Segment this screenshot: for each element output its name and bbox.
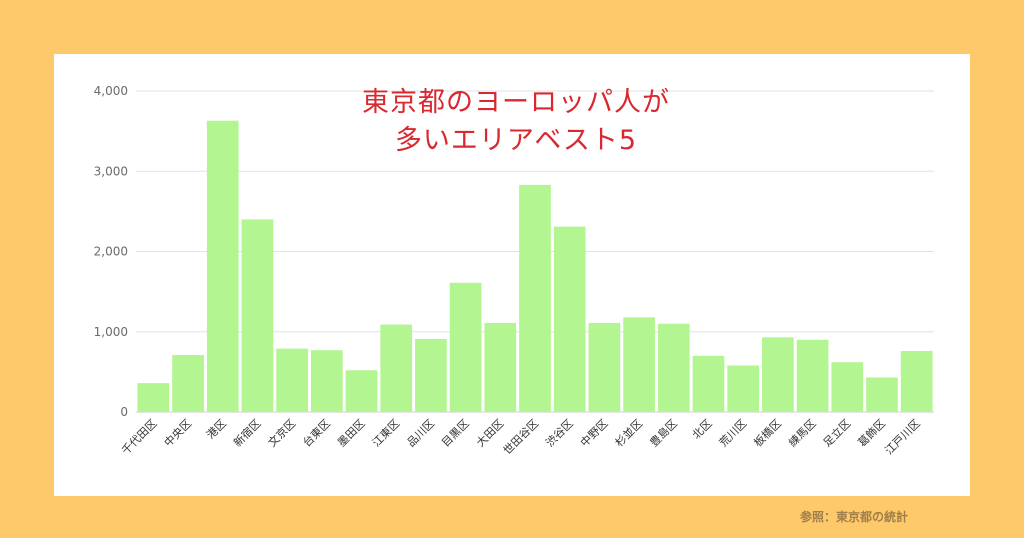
bar: [380, 324, 413, 412]
bar: [519, 184, 551, 412]
bar: [762, 337, 794, 412]
x-tick-label: 文京区: [265, 416, 298, 449]
bar: [796, 339, 829, 412]
bar: [657, 323, 690, 412]
x-tick-label: 大田区: [473, 416, 506, 449]
x-tick-label: 目黒区: [439, 417, 472, 450]
bar: [345, 370, 378, 412]
bar: [831, 362, 864, 412]
bar: [900, 351, 933, 412]
chart-panel: 千代田区 中央区 港区 新宿区 文京区 台東区 墨田区 江東区 品川区 目黒区 大田区 世田谷区 渋谷区…: [54, 54, 970, 496]
x-tick-label: 北区: [690, 417, 715, 442]
chart-title: 東京都のヨーロッパ人が 多いエリアベスト5: [346, 84, 686, 160]
x-tick-label: 港区: [204, 417, 229, 442]
chart-title-line-2: 多いエリアベスト5: [394, 125, 638, 156]
bar: [484, 322, 517, 412]
y-tick-label: 1,000: [94, 325, 128, 339]
x-tick-label: 新宿区: [230, 416, 263, 449]
bar: [866, 377, 898, 412]
y-tick-label: 4,000: [94, 84, 128, 98]
x-tick-label: 豊島区: [647, 416, 680, 449]
bar: [276, 348, 308, 412]
y-tick-label: 3,000: [94, 164, 128, 178]
x-tick-label: 墨田区: [335, 417, 368, 450]
source-note: 参照：東京都の統計: [800, 510, 909, 524]
bar: [449, 282, 482, 412]
bar: [588, 322, 621, 412]
x-tick-label: 千代田区: [119, 417, 159, 457]
bar: [692, 355, 725, 412]
x-tick-label: 中野区: [578, 417, 611, 450]
bar: [310, 350, 343, 412]
bar: [241, 219, 274, 412]
x-tick-label: 荒川区: [717, 417, 750, 450]
bar: [172, 355, 204, 412]
x-tick-label: 渋谷区: [543, 417, 576, 450]
x-tick-label: 杉並区: [612, 416, 645, 449]
bar: [137, 383, 170, 412]
y-tick-labels: 0 1,000 2,000 3,000 4,000: [94, 84, 128, 419]
x-tick-label: 練馬区: [785, 416, 818, 449]
y-tick-label: 2,000: [94, 245, 128, 259]
x-tick-label: 江戸川区: [882, 417, 922, 457]
bar: [623, 317, 655, 412]
x-tick-label: 品川区: [405, 417, 438, 450]
bar: [415, 338, 447, 412]
x-tick-label: 中央区: [162, 417, 195, 450]
x-tick-label: 台東区: [300, 416, 333, 449]
x-tick-label: 足立区: [820, 416, 853, 449]
x-tick-label: 葛飾区: [856, 417, 889, 450]
y-tick-label: 0: [120, 405, 128, 419]
x-tick-label: 世田谷区: [501, 417, 541, 457]
bar: [206, 120, 239, 412]
bars: [137, 120, 933, 412]
bar: [553, 226, 586, 412]
x-tick-label: 板橋区: [751, 416, 784, 449]
bar: [727, 365, 760, 412]
x-tick-label: 江東区: [370, 417, 403, 450]
chart-title-line-1: 東京都のヨーロッパ人が: [362, 87, 670, 118]
